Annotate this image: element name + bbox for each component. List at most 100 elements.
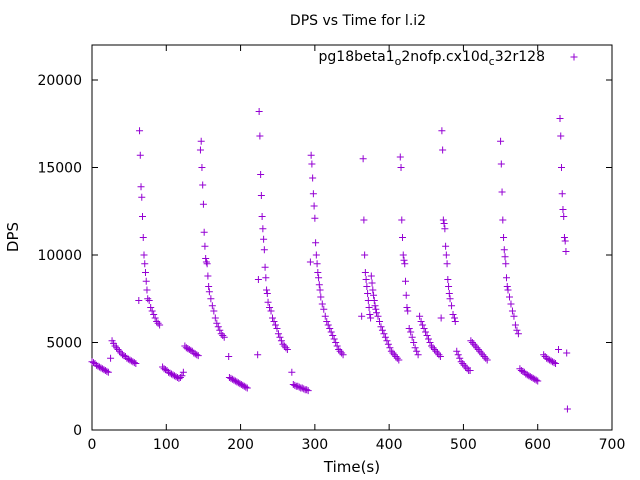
data-point	[441, 225, 449, 233]
data-point	[202, 255, 210, 262]
data-point	[477, 349, 485, 357]
data-point	[362, 276, 370, 283]
data-point	[358, 312, 366, 320]
data-point	[240, 382, 248, 390]
data-point	[550, 359, 558, 367]
data-point	[389, 349, 397, 357]
data-point	[430, 346, 438, 353]
data-point	[468, 339, 476, 346]
legend-sub2: c	[489, 55, 495, 68]
data-point	[413, 347, 421, 355]
data-point	[445, 290, 453, 297]
y-tick-label: 5000	[46, 336, 82, 352]
data-point	[256, 132, 264, 140]
data-point	[404, 307, 412, 315]
data-point	[257, 171, 265, 178]
data-point	[123, 354, 131, 362]
data-point	[141, 269, 149, 276]
data-point	[387, 347, 395, 355]
data-point	[166, 369, 174, 377]
legend-part-b: 2nofp.cx10d	[401, 49, 488, 65]
data-point	[381, 333, 389, 341]
data-point	[283, 346, 291, 353]
data-point	[473, 344, 481, 352]
data-point	[200, 228, 208, 236]
data-point	[529, 374, 537, 382]
legend-sub1: o	[395, 55, 402, 68]
data-point	[411, 344, 419, 352]
data-point	[274, 330, 282, 338]
data-point	[92, 361, 100, 369]
data-point	[549, 358, 557, 366]
data-point	[517, 367, 525, 374]
data-point	[401, 260, 409, 268]
data-point	[483, 356, 491, 364]
data-point	[505, 293, 513, 301]
data-point	[525, 372, 533, 380]
data-point	[371, 302, 379, 310]
data-point	[480, 353, 488, 360]
data-point	[442, 251, 450, 259]
data-point	[482, 354, 490, 362]
data-point	[363, 283, 371, 290]
data-point	[288, 368, 296, 376]
data-point	[243, 384, 251, 392]
data-point	[457, 358, 465, 366]
data-point	[500, 246, 508, 254]
data-point	[514, 330, 522, 338]
data-point	[311, 214, 319, 222]
data-point	[210, 307, 218, 315]
data-point	[451, 314, 459, 322]
data-points	[88, 108, 571, 413]
data-point	[270, 318, 278, 325]
data-point	[320, 305, 328, 313]
data-point	[523, 371, 531, 379]
data-point	[267, 307, 275, 315]
data-point	[526, 373, 534, 381]
data-point	[88, 358, 96, 366]
data-point	[98, 365, 106, 373]
data-point	[375, 318, 383, 325]
data-point	[316, 286, 324, 294]
data-point	[266, 304, 274, 311]
data-point	[373, 309, 381, 317]
data-point	[100, 366, 108, 374]
data-point	[390, 351, 398, 359]
data-point	[435, 351, 443, 359]
data-point	[103, 367, 111, 375]
data-point	[329, 332, 337, 339]
data-point	[127, 357, 135, 365]
data-point	[377, 323, 385, 331]
data-point	[333, 342, 341, 350]
legend-marker-symbol	[570, 53, 578, 61]
data-point	[427, 342, 435, 350]
data-point	[402, 291, 410, 299]
data-point	[544, 355, 552, 363]
legend-marker	[570, 53, 578, 61]
data-point	[273, 325, 281, 332]
data-point	[563, 405, 571, 413]
x-tick-label: 200	[227, 437, 254, 453]
data-point	[504, 286, 512, 294]
data-point	[401, 277, 409, 285]
data-point	[255, 108, 263, 115]
data-point	[304, 387, 312, 395]
data-point	[445, 283, 453, 290]
data-point	[560, 234, 568, 241]
data-point	[194, 352, 202, 360]
data-point	[367, 272, 375, 280]
data-point	[336, 347, 344, 355]
data-point	[479, 351, 487, 359]
legend-label: pg18beta1o2nofp.cx10dc32r128	[319, 49, 545, 68]
x-tick-label: 600	[524, 437, 551, 453]
data-point	[456, 354, 464, 362]
data-point	[230, 376, 238, 384]
data-point	[323, 318, 331, 325]
data-point	[153, 318, 161, 325]
data-point	[410, 339, 418, 346]
data-point	[454, 351, 462, 359]
data-point	[361, 269, 369, 276]
data-point	[499, 216, 507, 224]
data-point	[303, 386, 311, 394]
